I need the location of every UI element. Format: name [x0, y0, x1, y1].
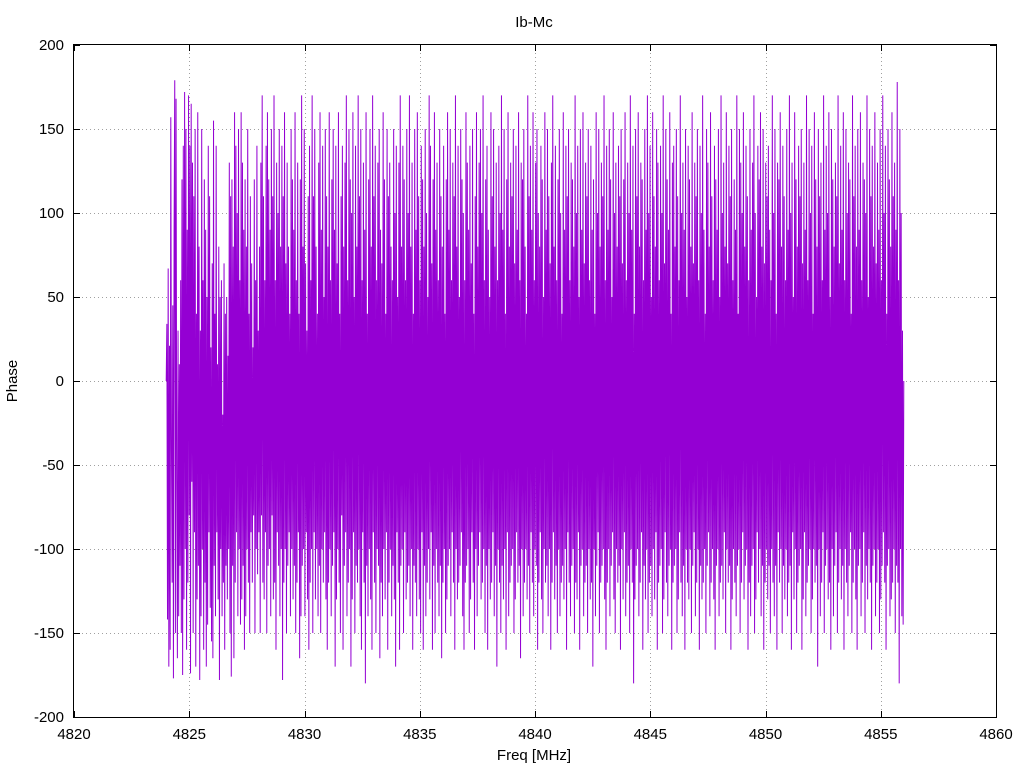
plot-frame	[73, 44, 997, 718]
x-tick-label: 4825	[173, 726, 206, 743]
y-axis-label: Phase	[4, 360, 21, 403]
y-tick-label: 100	[39, 205, 64, 222]
y-tick-label: -50	[42, 457, 64, 474]
phase-series-line-1	[165, 80, 905, 684]
x-tick-label: 4845	[634, 726, 667, 743]
y-tick-label: 50	[47, 289, 64, 306]
y-tick-label: -150	[34, 625, 64, 642]
x-tick-label: 4850	[749, 726, 782, 743]
y-tick-labels: -200 -150 -100 -50 0 50 100 150 200	[34, 37, 64, 726]
y-tick-label: 150	[39, 121, 64, 138]
y-tick-label: 200	[39, 37, 64, 54]
x-tick-label: 4860	[979, 726, 1012, 743]
x-tick-labels: 4820 4825 4830 4835 4840 4845 4850 4855 4860	[57, 726, 1012, 743]
y-tick-label: -100	[34, 541, 64, 558]
x-tick-label: 4835	[403, 726, 436, 743]
x-tick-label: 4840	[518, 726, 551, 743]
ticks	[74, 45, 997, 718]
x-tick-label: 4820	[57, 726, 90, 743]
x-axis-label: Freq [MHz]	[497, 747, 571, 764]
y-tick-label: 0	[56, 373, 64, 390]
series-layer	[165, 80, 905, 684]
chart-title: Ib-Mc	[515, 14, 553, 31]
y-tick-label: -200	[34, 709, 64, 726]
x-tick-label: 4855	[864, 726, 897, 743]
x-tick-label: 4830	[288, 726, 321, 743]
